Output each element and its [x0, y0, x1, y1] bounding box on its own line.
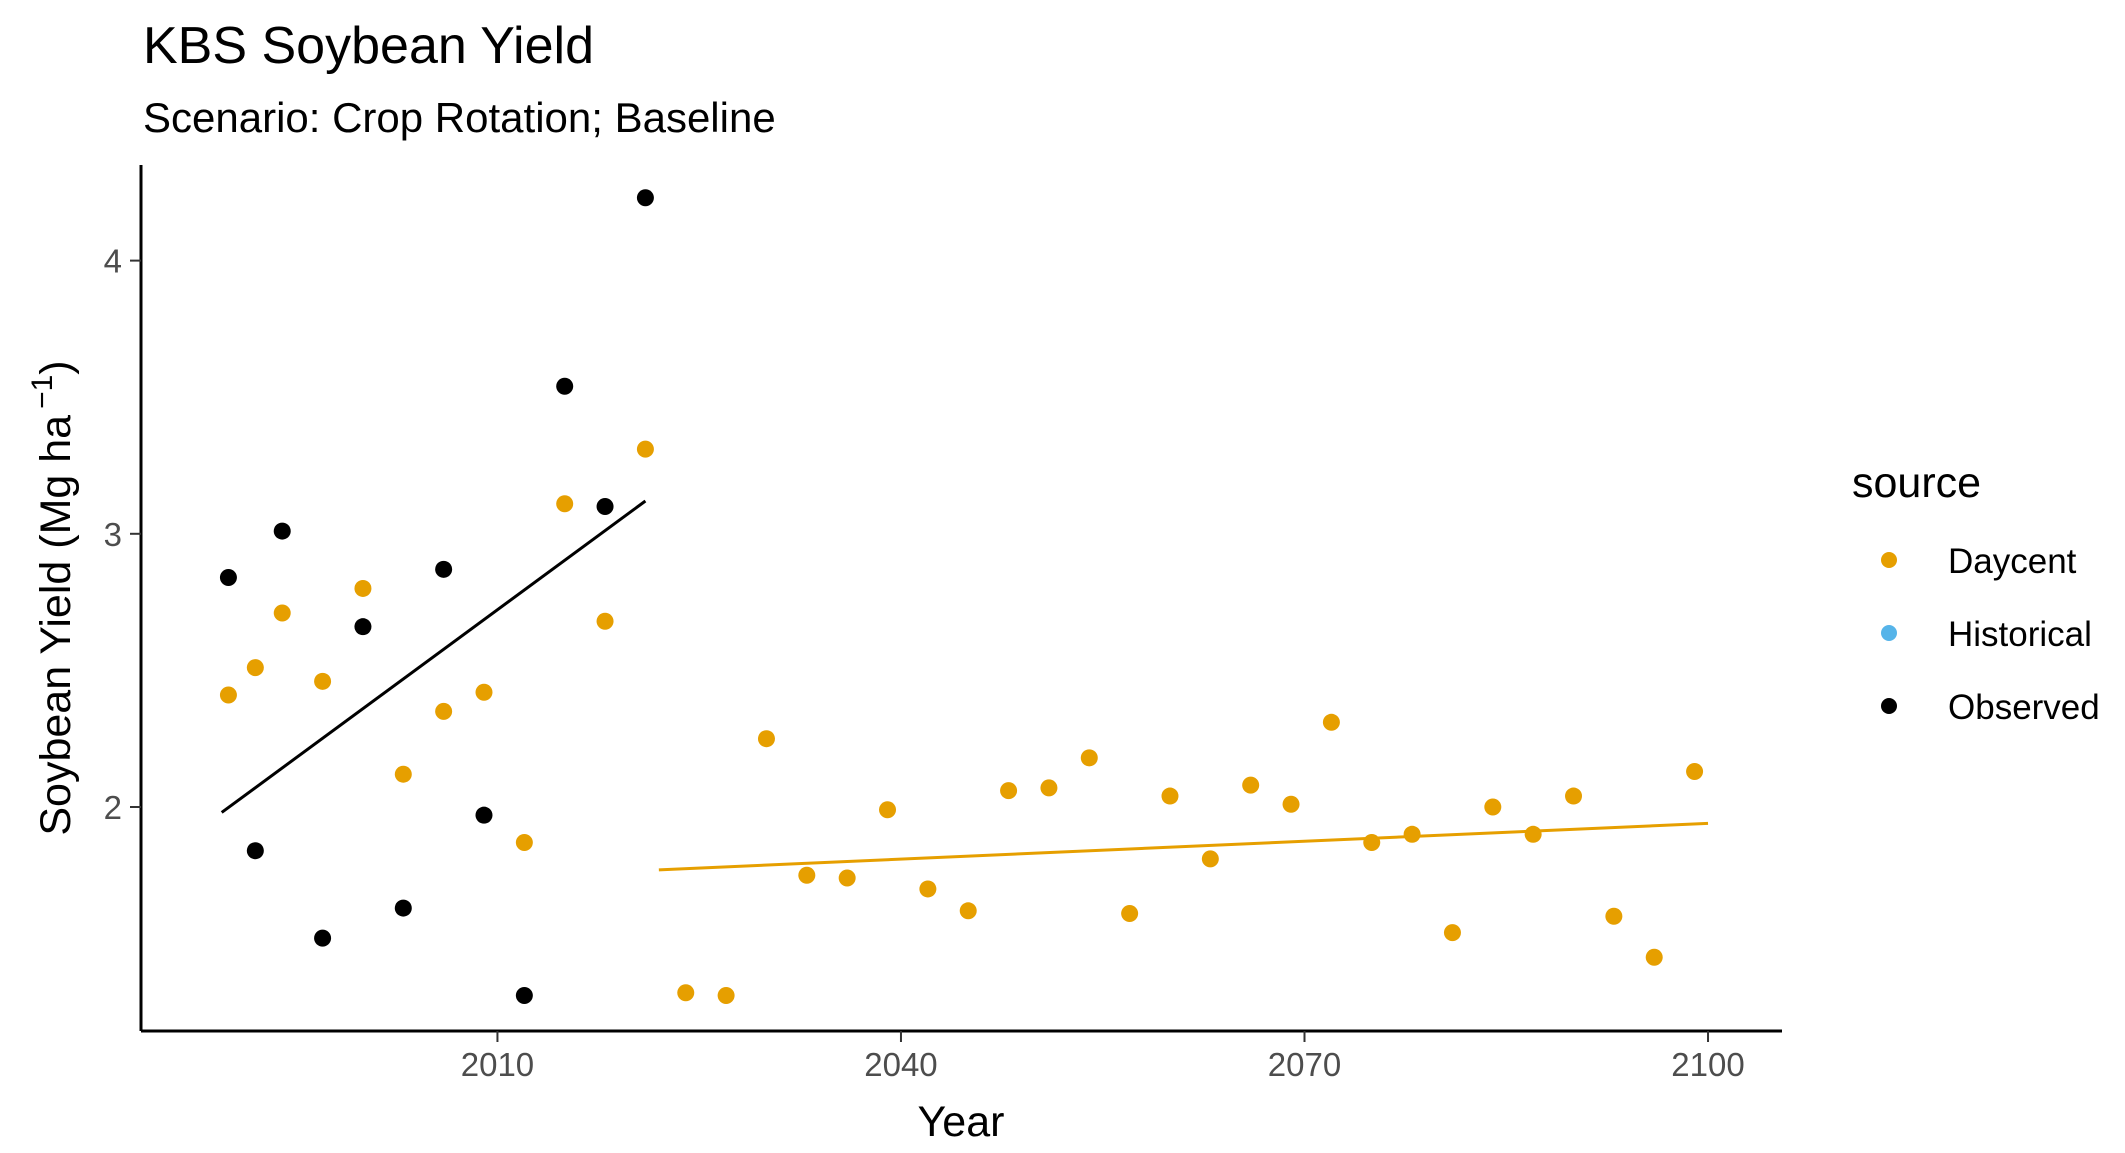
legend-label-historical: Historical	[1948, 615, 2092, 654]
point-daycent	[879, 801, 897, 819]
point-daycent	[1242, 776, 1260, 794]
legend-label-daycent: Daycent	[1948, 542, 2077, 581]
point-daycent	[394, 765, 412, 783]
point-daycent	[1484, 798, 1502, 816]
trend-line-daycent	[658, 821, 1709, 872]
y-tick-label: 2	[104, 789, 122, 826]
point-observed	[354, 618, 372, 636]
point-observed	[435, 560, 453, 578]
point-daycent	[273, 604, 291, 622]
legend-key-historical	[1881, 625, 1897, 641]
point-daycent	[515, 834, 533, 852]
y-tick-label: 4	[104, 243, 122, 280]
point-observed	[515, 986, 533, 1004]
point-daycent	[1605, 907, 1623, 925]
point-observed	[394, 899, 412, 917]
point-daycent	[1403, 825, 1421, 843]
legend-label-observed: Observed	[1948, 688, 2100, 727]
point-daycent	[475, 683, 493, 701]
point-observed	[314, 929, 332, 947]
point-daycent	[1121, 905, 1139, 923]
point-daycent	[1686, 762, 1704, 780]
point-daycent	[1443, 924, 1461, 942]
x-tick-label: 2010	[461, 1046, 534, 1083]
point-daycent	[1322, 713, 1340, 731]
point-daycent	[219, 686, 237, 704]
trend-line-observed	[220, 499, 647, 814]
data-points	[219, 189, 1704, 1004]
y-tick-label: 3	[104, 516, 122, 553]
point-daycent	[1565, 787, 1583, 805]
point-daycent	[1363, 834, 1381, 852]
point-daycent	[717, 986, 735, 1004]
point-daycent	[1645, 948, 1663, 966]
point-daycent	[1161, 787, 1179, 805]
point-daycent	[1282, 795, 1300, 813]
point-daycent	[596, 612, 614, 630]
point-observed	[246, 842, 264, 860]
chart-title: KBS Soybean Yield	[143, 17, 594, 75]
y-axis-title-close: )	[32, 360, 80, 374]
point-daycent	[636, 440, 654, 458]
chart-subtitle: Scenario: Crop Rotation; Baseline	[143, 94, 776, 141]
point-daycent	[1201, 850, 1219, 868]
legend-key-daycent	[1881, 552, 1897, 568]
legend-key-observed	[1881, 698, 1897, 714]
point-observed	[596, 497, 614, 515]
point-observed	[475, 806, 493, 824]
point-observed	[636, 189, 654, 207]
y-axis-title: Soybean Yield (Mg ha −1)	[26, 360, 80, 835]
legend: source Daycent Historical Observed	[1852, 459, 2100, 727]
point-observed	[556, 377, 574, 395]
point-daycent	[1000, 782, 1018, 800]
point-daycent	[757, 730, 775, 748]
point-daycent	[919, 880, 937, 898]
y-axis-ticks: 2 3 4	[104, 243, 141, 826]
point-daycent	[556, 495, 574, 513]
point-daycent	[838, 869, 856, 887]
point-daycent	[1080, 749, 1098, 767]
point-daycent	[798, 866, 816, 884]
x-axis-ticks: 2010 2040 2070 2100	[461, 1031, 1745, 1083]
point-observed	[273, 522, 291, 540]
point-daycent	[354, 579, 372, 597]
trend-lines	[220, 499, 1709, 872]
x-tick-label: 2070	[1268, 1046, 1341, 1083]
point-observed	[219, 569, 237, 587]
y-axis-title-exponent: −1	[26, 375, 59, 409]
point-daycent	[435, 702, 453, 720]
point-daycent	[246, 659, 264, 677]
point-daycent	[1040, 779, 1058, 797]
y-axis-title-main: Soybean Yield (Mg ha	[32, 415, 80, 836]
legend-title: source	[1852, 459, 1981, 507]
x-tick-label: 2040	[864, 1046, 937, 1083]
point-daycent	[677, 984, 695, 1002]
point-daycent	[959, 902, 977, 920]
x-axis-title: Year	[918, 1098, 1005, 1146]
point-daycent	[314, 672, 332, 690]
point-daycent	[1524, 825, 1542, 843]
plot-area	[219, 189, 1709, 1004]
x-tick-label: 2100	[1671, 1046, 1744, 1083]
